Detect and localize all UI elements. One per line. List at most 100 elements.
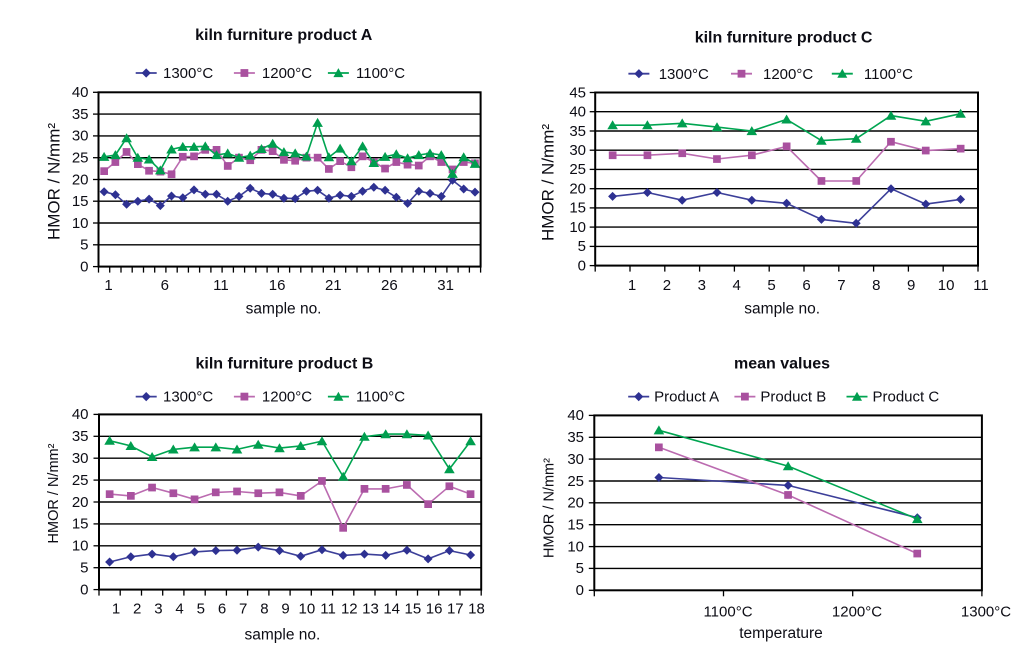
svg-text:1100°C: 1100°C (703, 604, 752, 621)
svg-text:5: 5 (578, 238, 586, 255)
svg-text:16: 16 (269, 277, 286, 294)
svg-text:15: 15 (72, 516, 89, 533)
svg-text:1200°C: 1200°C (832, 604, 882, 621)
svg-text:7: 7 (837, 277, 845, 294)
svg-text:17: 17 (447, 601, 464, 618)
svg-text:35: 35 (567, 429, 584, 446)
svg-text:1: 1 (104, 277, 112, 294)
svg-text:30: 30 (72, 128, 89, 145)
svg-text:HMOR / N/mm²: HMOR / N/mm² (46, 443, 62, 543)
svg-text:10: 10 (567, 538, 584, 555)
svg-text:30: 30 (567, 451, 584, 468)
svg-text:10: 10 (299, 601, 316, 618)
svg-text:1100°C: 1100°C (356, 389, 405, 406)
svg-text:40: 40 (567, 407, 584, 424)
svg-text:Product B: Product B (760, 389, 826, 406)
svg-text:0: 0 (578, 257, 586, 274)
svg-text:8: 8 (260, 601, 268, 618)
svg-text:40: 40 (72, 84, 89, 101)
svg-text:kiln furniture product B: kiln furniture product B (196, 356, 374, 373)
svg-text:21: 21 (325, 277, 342, 294)
svg-text:1200°C: 1200°C (262, 65, 312, 82)
svg-text:1300°C: 1300°C (961, 604, 1011, 621)
svg-text:35: 35 (72, 106, 89, 123)
svg-text:6: 6 (218, 601, 226, 618)
svg-text:13: 13 (362, 601, 379, 618)
svg-text:25: 25 (569, 161, 586, 178)
svg-text:HMOR / N/mm²: HMOR / N/mm² (539, 124, 558, 241)
svg-text:kiln furniture product A: kiln furniture product A (195, 27, 373, 44)
svg-text:20: 20 (72, 494, 89, 511)
svg-text:45: 45 (569, 84, 586, 101)
svg-text:1300°C: 1300°C (659, 66, 709, 83)
svg-text:5: 5 (576, 560, 584, 577)
svg-text:11: 11 (973, 277, 989, 294)
svg-text:1100°C: 1100°C (356, 65, 405, 82)
svg-text:10: 10 (72, 538, 89, 555)
svg-text:2: 2 (133, 601, 141, 618)
svg-text:0: 0 (576, 582, 584, 599)
svg-text:2: 2 (663, 277, 671, 294)
svg-text:HMOR / N/mm²: HMOR / N/mm² (541, 458, 557, 558)
svg-text:15: 15 (72, 193, 89, 210)
svg-text:0: 0 (80, 258, 88, 275)
svg-text:1200°C: 1200°C (262, 389, 312, 406)
svg-text:sample no.: sample no. (744, 300, 820, 317)
svg-text:11: 11 (320, 601, 336, 618)
svg-text:20: 20 (72, 171, 89, 188)
svg-text:30: 30 (72, 450, 89, 467)
svg-text:15: 15 (569, 200, 586, 217)
svg-text:4: 4 (733, 277, 741, 294)
svg-text:15: 15 (405, 601, 422, 618)
svg-text:temperature: temperature (739, 625, 823, 642)
svg-text:18: 18 (468, 601, 485, 618)
svg-text:31: 31 (437, 277, 454, 294)
svg-text:20: 20 (569, 181, 586, 198)
svg-text:1: 1 (112, 601, 120, 618)
svg-text:sample no.: sample no. (244, 626, 320, 643)
svg-text:14: 14 (383, 601, 400, 618)
svg-text:HMOR / N/mm²: HMOR / N/mm² (45, 123, 64, 240)
svg-text:25: 25 (72, 472, 89, 489)
svg-text:5: 5 (767, 277, 775, 294)
svg-text:1: 1 (628, 277, 636, 294)
svg-text:11: 11 (213, 277, 229, 294)
svg-text:1300°C: 1300°C (163, 389, 213, 406)
svg-text:5: 5 (197, 601, 205, 618)
svg-text:25: 25 (567, 473, 584, 490)
svg-text:40: 40 (72, 406, 89, 423)
svg-text:1300°C: 1300°C (163, 65, 213, 82)
svg-text:sample no.: sample no. (246, 300, 322, 317)
svg-text:kiln furniture product C: kiln furniture product C (695, 30, 873, 47)
svg-text:30: 30 (569, 142, 586, 159)
svg-text:3: 3 (154, 601, 162, 618)
svg-text:6: 6 (802, 277, 810, 294)
svg-text:Product A: Product A (654, 389, 719, 406)
svg-text:4: 4 (175, 601, 183, 618)
svg-text:7: 7 (239, 601, 247, 618)
svg-text:3: 3 (698, 277, 706, 294)
svg-text:35: 35 (569, 123, 586, 140)
svg-text:0: 0 (80, 581, 88, 598)
svg-text:9: 9 (907, 277, 915, 294)
svg-text:10: 10 (569, 219, 586, 236)
svg-text:5: 5 (80, 560, 88, 577)
svg-text:8: 8 (872, 277, 880, 294)
svg-text:20: 20 (567, 495, 584, 512)
svg-text:9: 9 (281, 601, 289, 618)
svg-text:35: 35 (72, 428, 89, 445)
svg-text:12: 12 (341, 601, 358, 618)
svg-text:25: 25 (72, 150, 89, 167)
svg-text:16: 16 (426, 601, 443, 618)
svg-text:Product C: Product C (873, 389, 940, 406)
svg-text:10: 10 (72, 215, 89, 232)
svg-text:26: 26 (381, 277, 398, 294)
svg-text:1200°C: 1200°C (763, 66, 813, 83)
svg-text:15: 15 (567, 517, 584, 534)
svg-text:40: 40 (569, 104, 586, 121)
svg-text:6: 6 (161, 277, 169, 294)
svg-text:5: 5 (80, 237, 88, 254)
svg-text:10: 10 (938, 277, 955, 294)
svg-text:1100°C: 1100°C (864, 66, 913, 83)
svg-text:mean values: mean values (734, 356, 830, 373)
